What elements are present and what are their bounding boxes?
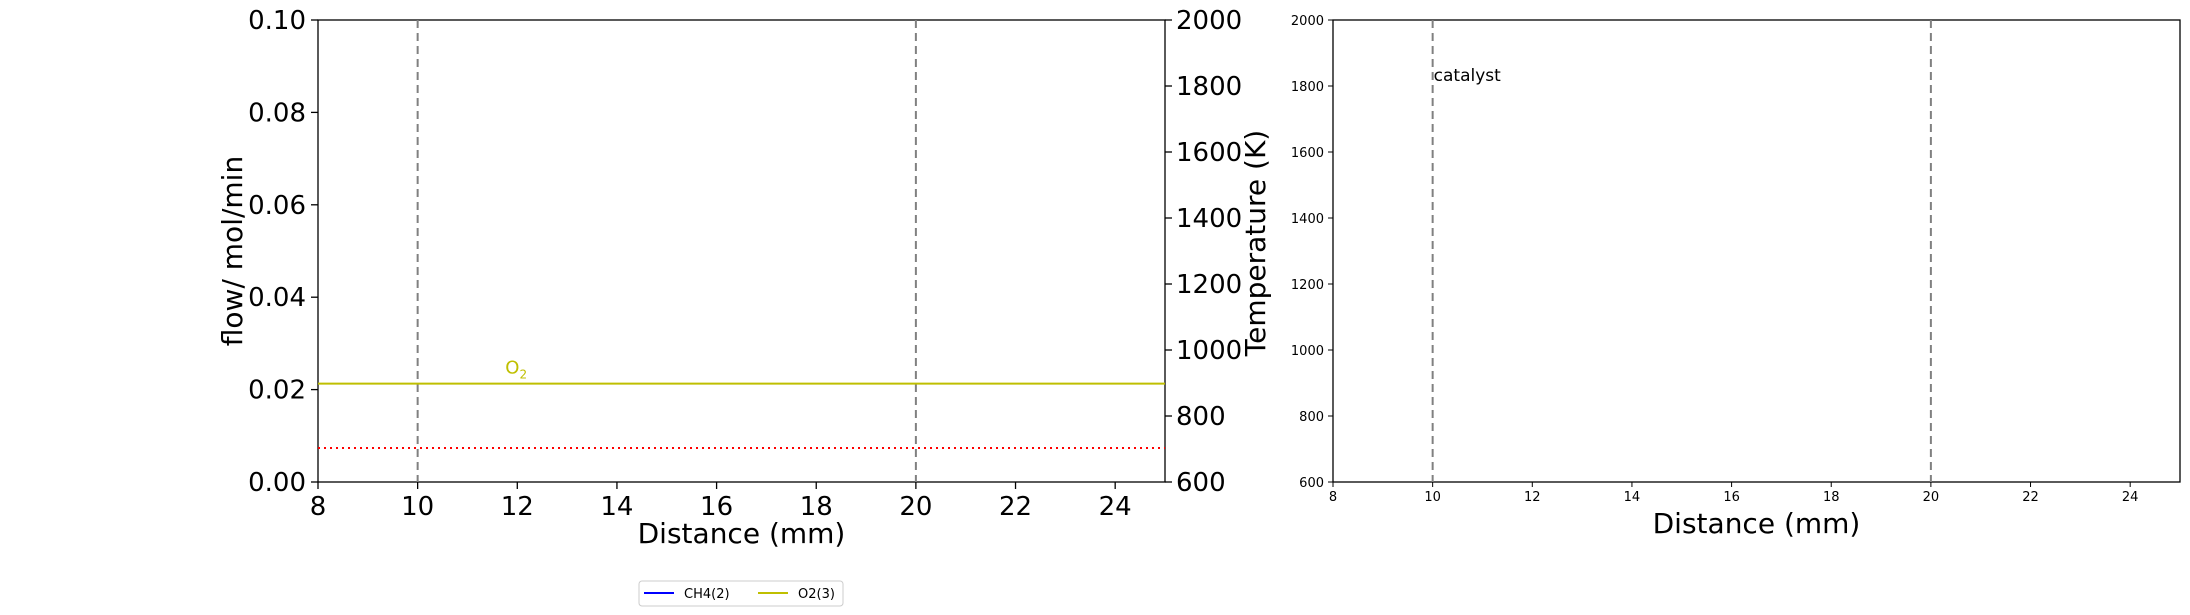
right-plot-frame (1332, 19, 2181, 483)
left-y-tick-label-2: 0.04 (248, 283, 306, 313)
legend-label-ch4: CH4(2) (684, 587, 730, 602)
right-y-ticks: 600 800 1000 1200 1400 1600 1800 2000 (1291, 14, 1333, 491)
right-chart: 8 10 12 14 16 18 20 22 24 600 800 1000 1200 1400 1600… (1291, 14, 2181, 540)
right-y-tick-label-3: 1200 (1291, 278, 1324, 293)
right-x-tick-label-8: 24 (2122, 490, 2139, 505)
left-x-tick-label-7: 22 (999, 492, 1032, 522)
left-x-tick-label-2: 12 (501, 492, 534, 522)
left-y-tick-label-0: 0.00 (248, 468, 306, 498)
left-y2-tick-label-3: 1200 (1176, 270, 1242, 300)
right-y-tick-label-0: 600 (1299, 476, 1324, 491)
left-x-tick-label-1: 10 (401, 492, 434, 522)
left-x-ticks: 8 10 12 14 16 18 20 22 24 (310, 482, 1132, 522)
right-y-tick-label-7: 2000 (1291, 14, 1324, 29)
series-label-o2-subscript: 2 (519, 367, 527, 381)
left-y-tick-label-4: 0.08 (248, 98, 306, 128)
legend-box (638, 580, 844, 607)
legend: CH4(2) O2(3) (638, 580, 844, 607)
left-x-tick-label-6: 20 (899, 492, 932, 522)
left-x-axis-label: Distance (mm) (638, 517, 846, 550)
left-chart: O2 8 10 12 14 16 18 20 22 24 0.000.020.040.060.0… (216, 6, 1272, 550)
left-y2-tick-label-7: 2000 (1176, 6, 1242, 36)
left-y2-tick-label-0: 600 (1176, 468, 1226, 498)
left-x-tick-label-0: 8 (310, 492, 327, 522)
left-x-tick-label-8: 24 (1099, 492, 1132, 522)
left-y2-tick-label-6: 1800 (1176, 72, 1242, 102)
left-y-tick-label-5: 0.10 (248, 6, 306, 36)
right-x-ticks: 8 10 12 14 16 18 20 22 24 (1329, 482, 2139, 505)
left-plot-frame (317, 19, 1166, 483)
right-vlines (1431, 20, 1932, 482)
right-x-tick-label-1: 10 (1424, 490, 1441, 505)
right-y-tick-label-5: 1600 (1291, 146, 1324, 161)
left-series: O2 (318, 357, 1165, 450)
left-y-ticks: 0.00 0.02 0.04 0.06 0.08 0.10 (248, 6, 318, 498)
left-y-tick-label-3: 0.06 (248, 191, 306, 221)
right-y-tick-label-1: 800 (1299, 410, 1324, 425)
right-x-tick-label-5: 18 (1823, 490, 1840, 505)
right-y-tick-label-6: 1800 (1291, 80, 1324, 95)
right-x-tick-label-4: 16 (1723, 490, 1740, 505)
left-y-axis-label: flow/ mol/min (216, 156, 249, 346)
left-y2-axis-label: Temperature (K) (1239, 130, 1272, 357)
right-y-tick-label-2: 1000 (1291, 344, 1324, 359)
right-x-tick-label-7: 22 (2022, 490, 2039, 505)
left-y-tick-label-1: 0.02 (248, 376, 306, 406)
left-y2-tick-label-2: 1000 (1176, 336, 1242, 366)
left-x-tick-label-3: 14 (600, 492, 633, 522)
catalyst-annotation: catalyst (1434, 66, 1501, 86)
left-y2-tick-label-4: 1400 (1176, 204, 1242, 234)
left-x-tick-label-4: 16 (700, 492, 733, 522)
left-y2-tick-label-5: 1600 (1176, 138, 1242, 168)
left-x-tick-label-5: 18 (800, 492, 833, 522)
left-y2-tick-label-1: 800 (1176, 402, 1226, 432)
right-x-tick-label-6: 20 (1923, 490, 1940, 505)
left-y2-ticks: 600 800 1000 1200 1400 1600 1800 2000 (1165, 6, 1242, 498)
right-y-tick-label-4: 1400 (1291, 212, 1324, 227)
series-label-o2: O2 (505, 357, 527, 381)
right-x-tick-label-2: 12 (1524, 490, 1541, 505)
left-vlines (416, 20, 917, 482)
right-x-axis-label: Distance (mm) (1653, 507, 1861, 540)
right-x-tick-label-3: 14 (1624, 490, 1641, 505)
right-x-tick-label-0: 8 (1329, 490, 1337, 505)
legend-label-o2: O2(3) (798, 587, 835, 602)
